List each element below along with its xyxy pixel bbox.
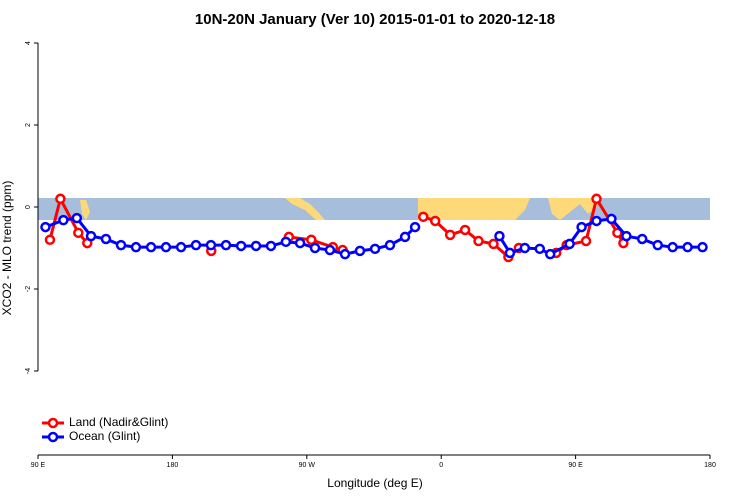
data-point (576, 221, 587, 233)
y-tick-label: 0 (25, 205, 32, 209)
data-point (682, 241, 693, 253)
data-point (73, 227, 84, 239)
data-point (280, 236, 292, 248)
y-tick-label: 2 (25, 123, 32, 127)
data-point (544, 248, 556, 260)
y-tick-label: -2 (25, 286, 32, 292)
data-point (324, 244, 336, 256)
data-point (591, 193, 602, 205)
data-point (534, 243, 546, 255)
data-point (339, 248, 351, 260)
data-point (309, 242, 321, 254)
data-point (504, 247, 516, 259)
data-point (220, 239, 232, 251)
legend: Land (Nadir&Glint)Ocean (Glint) (42, 415, 168, 443)
data-point (606, 213, 617, 225)
data-point (250, 240, 262, 252)
data-point (667, 241, 678, 253)
data-point (40, 221, 51, 233)
data-point (418, 211, 429, 223)
y-axis-label: XCO2 - MLO trend (ppm) (0, 181, 14, 316)
data-point (205, 239, 217, 251)
data-point (44, 234, 56, 246)
data-point (636, 233, 648, 245)
data-point (519, 242, 531, 254)
x-tick-label: 90 W (299, 462, 316, 469)
data-point (58, 214, 69, 226)
data-point (488, 238, 499, 250)
data-point (294, 237, 306, 249)
chart-title: 10N-20N January (Ver 10) 2015-01-01 to 2… (195, 11, 555, 28)
data-point (130, 241, 142, 253)
legend-label: Ocean (Glint) (69, 429, 140, 443)
data-point (71, 212, 83, 224)
map-strip (38, 198, 710, 220)
data-point (564, 238, 575, 250)
data-point (459, 224, 471, 236)
y-tick-label: -4 (25, 368, 32, 374)
data-point (399, 231, 411, 243)
data-point (190, 239, 202, 251)
data-point (591, 215, 602, 227)
data-point (473, 235, 484, 247)
data-point (652, 239, 663, 251)
data-point (429, 215, 441, 227)
data-point (697, 241, 708, 253)
data-point (145, 241, 157, 253)
data-point (265, 240, 277, 252)
data-point (494, 230, 505, 242)
data-point (175, 241, 187, 253)
legend-marker (47, 417, 59, 429)
legend-marker (47, 431, 59, 443)
data-point (235, 240, 247, 252)
x-tick-label: 0 (439, 462, 443, 469)
data-point (306, 234, 317, 246)
x-tick-label: 180 (704, 462, 716, 469)
data-point (115, 239, 127, 251)
data-point (369, 243, 381, 255)
x-axis-label: Longitude (deg E) (327, 476, 422, 490)
series-line (48, 194, 625, 260)
data-point (55, 193, 66, 205)
data-point (354, 245, 366, 257)
legend-label: Land (Nadir&Glint) (69, 415, 168, 429)
x-tick-label: 90 E (31, 462, 46, 469)
data-point (384, 239, 396, 251)
data-point (580, 235, 592, 247)
y-tick-label: 4 (25, 41, 32, 45)
data-point (100, 233, 112, 245)
data-point (85, 230, 97, 242)
data-point (612, 227, 623, 239)
data-point (444, 229, 456, 241)
x-tick-label: 180 (167, 462, 179, 469)
data-point (621, 230, 632, 242)
data-point (409, 221, 421, 233)
x-tick-label: 90 E (568, 462, 583, 469)
data-point (160, 241, 172, 253)
